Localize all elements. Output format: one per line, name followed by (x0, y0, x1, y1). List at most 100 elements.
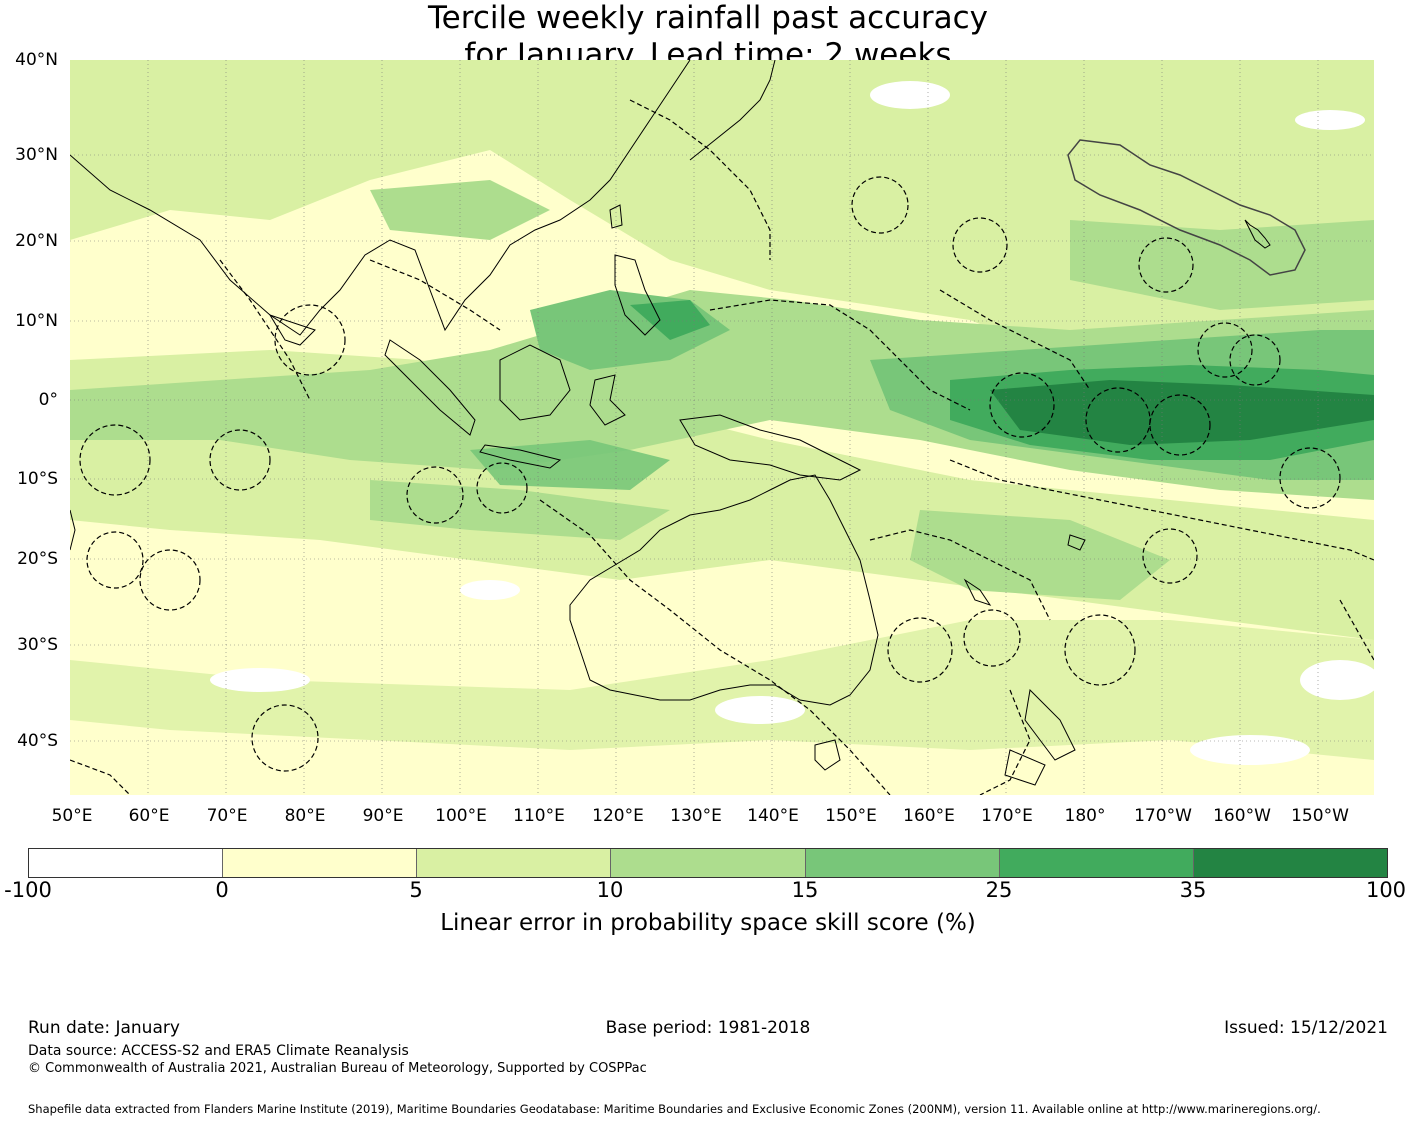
lat-label-0: 0° (38, 390, 58, 410)
eez-boundary (1142, 528, 1198, 584)
lon-label-100e: 100°E (435, 806, 487, 826)
colorbar-tick: -100 (4, 878, 52, 902)
skill-region (370, 180, 550, 240)
eez-boundary (1279, 447, 1341, 509)
skill-region (370, 480, 670, 540)
eez-boundary (1197, 322, 1253, 378)
skill-region (630, 300, 710, 340)
sulawesi-coast (589, 374, 626, 426)
eez-boundary (139, 549, 201, 611)
new-guinea-coast (679, 414, 862, 481)
eez-boundary (251, 704, 319, 772)
eez-boundary (887, 617, 953, 683)
colorbar-tick: 35 (1179, 878, 1207, 902)
lon-label-170e: 170°E (981, 806, 1033, 826)
australia-coast (569, 474, 879, 706)
lon-label-180: 180° (1064, 806, 1106, 826)
lon-label-170w: 170°W (1134, 806, 1192, 826)
colorbar-segment-5-10 (417, 849, 612, 877)
eez-boundary (851, 176, 909, 234)
lat-label-20n: 20°N (15, 231, 58, 251)
eez-boundary (963, 609, 1021, 667)
copyright: © Commonwealth of Australia 2021, Austra… (28, 1061, 647, 1076)
colorbar-tick: 0 (215, 878, 229, 902)
eez-boundary (709, 299, 971, 411)
map-svg (70, 60, 1374, 795)
lat-label-20s: 20°S (17, 549, 58, 569)
borneo-coast (499, 344, 571, 421)
asia-coast (70, 60, 691, 336)
eez-boundary (1138, 237, 1194, 293)
shapefile-credit: Shapefile data extracted from Flanders M… (28, 1102, 1321, 1116)
eez-boundary (79, 424, 151, 496)
eez-boundary (369, 259, 501, 331)
eez-boundary (1064, 614, 1136, 686)
skill-region (70, 60, 1374, 380)
skill-region (1295, 110, 1365, 130)
new-caledonia-coast (963, 578, 992, 606)
colorbar-segment-25-35 (999, 849, 1194, 877)
colorbar-segment-0-5 (223, 849, 418, 877)
colorbar-tick: 5 (409, 878, 423, 902)
colorbar (28, 848, 1388, 878)
lat-label-30s: 30°S (17, 635, 58, 655)
tasmania-coast (814, 739, 841, 771)
taiwan-coast (609, 204, 623, 229)
colorbar-segment-10-15 (611, 849, 806, 877)
data-source: Data source: ACCESS-S2 and ERA5 Climate … (28, 1043, 409, 1059)
colorbar-tick: 15 (791, 878, 819, 902)
eez-boundary (629, 99, 771, 260)
eez-boundary (476, 462, 528, 514)
madagascar-coast (70, 509, 76, 551)
java-coast (479, 444, 562, 469)
eez-boundary (70, 759, 131, 795)
skill-region (1070, 220, 1374, 310)
colorbar-label: Linear error in probability space skill … (440, 910, 976, 936)
lon-label-140e: 140°E (747, 806, 799, 826)
issued-date: Issued: 15/12/2021 (1224, 1018, 1388, 1038)
eez-boundary (1149, 394, 1211, 456)
graticule (70, 60, 1374, 795)
skill-region (470, 440, 670, 490)
philippines-coast (614, 254, 661, 336)
skill-region (715, 696, 805, 724)
lat-label-30n: 30°N (15, 145, 58, 165)
new-zealand-coast (1024, 688, 1076, 761)
lon-label-80e: 80°E (284, 806, 326, 826)
lon-label-160e: 160°E (903, 806, 955, 826)
title-line-1: Tercile weekly rainfall past accuracy (428, 0, 988, 36)
lon-label-160w: 160°W (1213, 806, 1271, 826)
eez-boundary (539, 499, 891, 795)
eez-boundary (869, 529, 1051, 621)
eez-boundary (406, 466, 464, 524)
colorbar-tick: 10 (596, 878, 624, 902)
sri-lanka-coast (268, 314, 316, 346)
colorbar-segment-15-25 (805, 849, 1000, 877)
run-date: Run date: January (28, 1018, 180, 1038)
eez-boundary (1339, 599, 1374, 661)
eez-boundary (979, 689, 1031, 795)
eez-boundary (209, 429, 271, 491)
eez-boundary (86, 531, 144, 589)
new-zealand-coast (1004, 749, 1046, 786)
lon-label-120e: 120°E (592, 806, 644, 826)
eez-boundaries (70, 99, 1374, 795)
skill-region (870, 81, 950, 109)
lat-label-40s: 40°S (17, 731, 58, 751)
eez-boundary (952, 217, 1008, 273)
colorbar-tick: 25 (985, 878, 1013, 902)
lon-label-60e: 60°E (128, 806, 170, 826)
coastlines (70, 60, 1271, 786)
skill-region (910, 510, 1170, 600)
eez-boundary (989, 372, 1055, 438)
lon-label-150e: 150°E (825, 806, 877, 826)
lon-label-110e: 110°E (513, 806, 565, 826)
colorbar-tick: 100 (1365, 878, 1407, 902)
lon-label-130e: 130°E (670, 806, 722, 826)
lon-label-150w: 150°W (1291, 806, 1349, 826)
skill-map (70, 60, 1374, 795)
sumatra-coast (384, 339, 476, 436)
lon-label-70e: 70°E (206, 806, 248, 826)
eez-boundary (219, 259, 311, 401)
eez-boundary (274, 304, 346, 376)
